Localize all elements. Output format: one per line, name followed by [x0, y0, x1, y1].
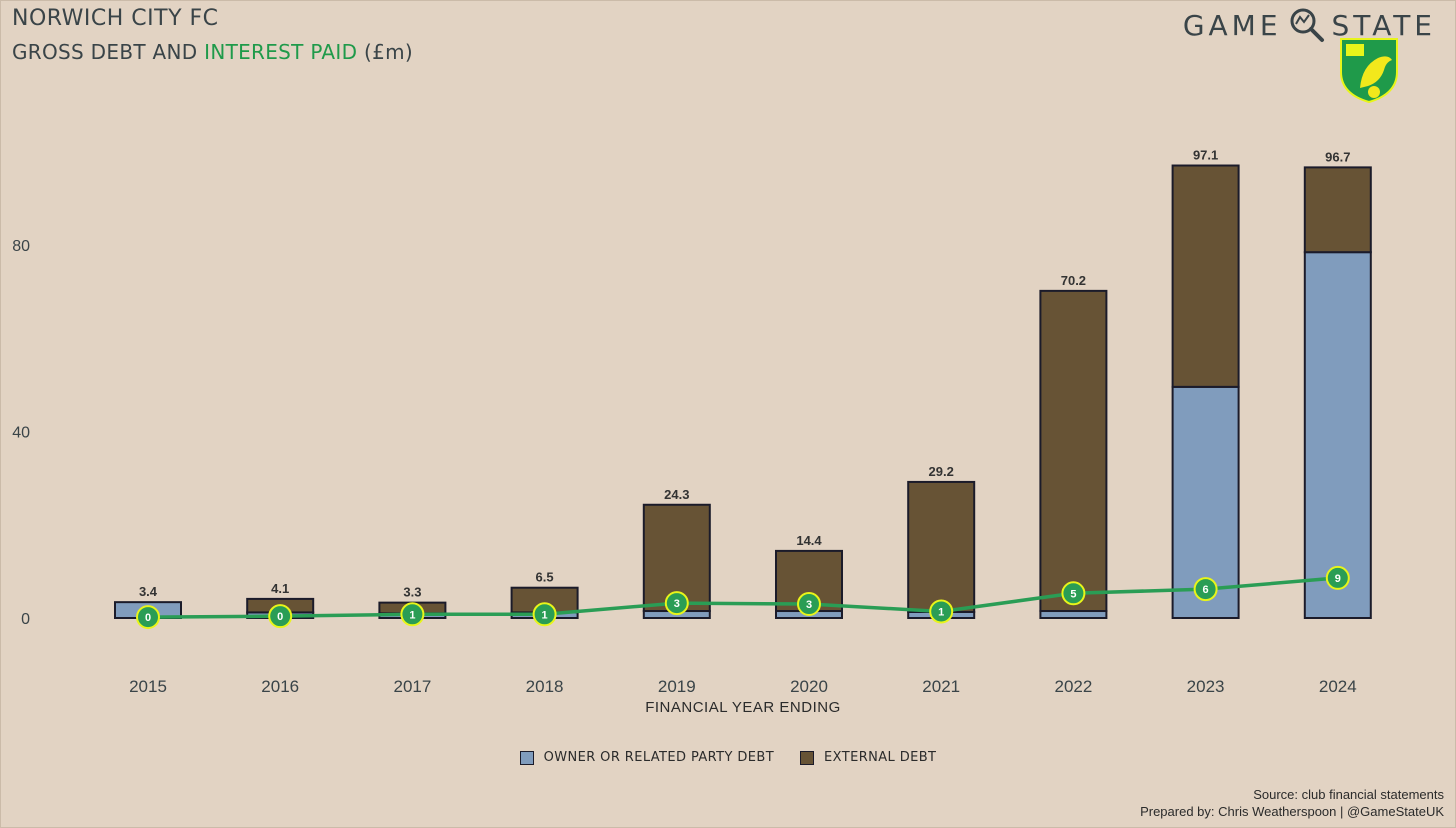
legend-label-external: EXTERNAL DEBT: [824, 750, 937, 765]
x-tick-label: 2019: [658, 677, 696, 696]
interest-point: [1061, 581, 1086, 606]
owner-debt-bar: [1039, 610, 1108, 620]
interest-point: [532, 602, 557, 627]
total-data-label: 6.5: [536, 570, 554, 585]
x-tick-label: 2022: [1054, 677, 1092, 696]
legend-swatch-owner: [519, 750, 534, 765]
total-data-label: 29.2: [929, 464, 954, 479]
x-tick-label: 2018: [526, 677, 564, 696]
interest-data-label: 6: [1203, 584, 1209, 596]
interest-data-label: 1: [542, 609, 548, 621]
interest-data-label: 5: [1070, 588, 1076, 600]
interest-point: [664, 591, 689, 616]
external-debt-bar: [1171, 164, 1240, 388]
total-data-label: 24.3: [664, 487, 689, 502]
total-data-label: 14.4: [796, 533, 822, 548]
x-tick-label: 2020: [790, 677, 828, 696]
x-tick-label: 2024: [1319, 677, 1357, 696]
y-tick-label: 80: [12, 238, 30, 255]
interest-point: [136, 605, 160, 630]
prepared-line: Prepared by: Chris Weatherspoon | @GameS…: [1140, 804, 1444, 819]
interest-data-label: 1: [409, 609, 415, 621]
legend-item-owner: OWNER OR RELATED PARTY DEBT: [519, 750, 775, 765]
interest-point: [797, 592, 821, 617]
total-data-label: 3.4: [139, 584, 158, 599]
interest-paid-line: [147, 576, 1338, 619]
brand-right: STATE: [1331, 8, 1436, 42]
legend: OWNER OR RELATED PARTY DEBT EXTERNAL DEB…: [0, 750, 1456, 765]
subtitle-suffix: (£m): [357, 40, 413, 64]
total-data-label: 96.7: [1325, 149, 1350, 164]
interest-point: [929, 599, 954, 624]
chart-subtitle: GROSS DEBT AND INTEREST PAID (£m): [12, 40, 413, 64]
total-data-label: 70.2: [1061, 273, 1086, 288]
x-tick-label: 2015: [129, 677, 167, 696]
interest-point: [268, 604, 293, 629]
source-note: Source: club financial statements Prepar…: [1140, 786, 1444, 820]
y-tick-label: 0: [21, 611, 30, 628]
interest-data-label: 1: [938, 606, 944, 618]
x-tick-label: 2017: [393, 677, 431, 696]
source-line: Source: club financial statements: [1253, 787, 1444, 802]
x-tick-label: 2021: [922, 677, 960, 696]
interest-point: [1193, 577, 1218, 602]
brand-logo: GAME STATE: [1183, 6, 1436, 44]
owner-debt-bar: [1303, 251, 1372, 619]
chart-title: NORWICH CITY FC: [12, 6, 219, 31]
y-tick-label: 40: [12, 425, 30, 442]
external-debt-bar: [1039, 289, 1108, 613]
subtitle-prefix: GROSS DEBT AND: [12, 40, 205, 64]
brand-left: GAME: [1182, 8, 1282, 42]
x-tick-label: 2016: [261, 677, 299, 696]
subtitle-highlight: INTEREST PAID: [204, 40, 358, 64]
legend-label-owner: OWNER OR RELATED PARTY DEBT: [543, 750, 775, 765]
legend-item-external: EXTERNAL DEBT: [800, 750, 936, 765]
interest-point: [400, 602, 425, 627]
interest-data-label: 9: [1335, 573, 1341, 585]
club-crest-icon: [1340, 38, 1398, 104]
interest-point: [1325, 565, 1350, 590]
x-tick-label: 2023: [1187, 677, 1225, 696]
interest-data-label: 0: [277, 611, 283, 623]
external-debt-bar: [907, 480, 976, 613]
legend-swatch-external: [800, 750, 815, 765]
total-data-label: 97.1: [1193, 148, 1218, 163]
total-data-label: 4.1: [271, 581, 289, 596]
magnifier-icon: [1290, 8, 1324, 42]
x-axis-label: FINANCIAL YEAR ENDING: [645, 699, 841, 716]
interest-data-label: 3: [806, 599, 812, 611]
total-data-label: 3.3: [403, 585, 421, 600]
interest-data-label: 3: [674, 598, 680, 610]
interest-data-label: 0: [145, 612, 151, 624]
external-debt-bar: [1303, 166, 1372, 254]
